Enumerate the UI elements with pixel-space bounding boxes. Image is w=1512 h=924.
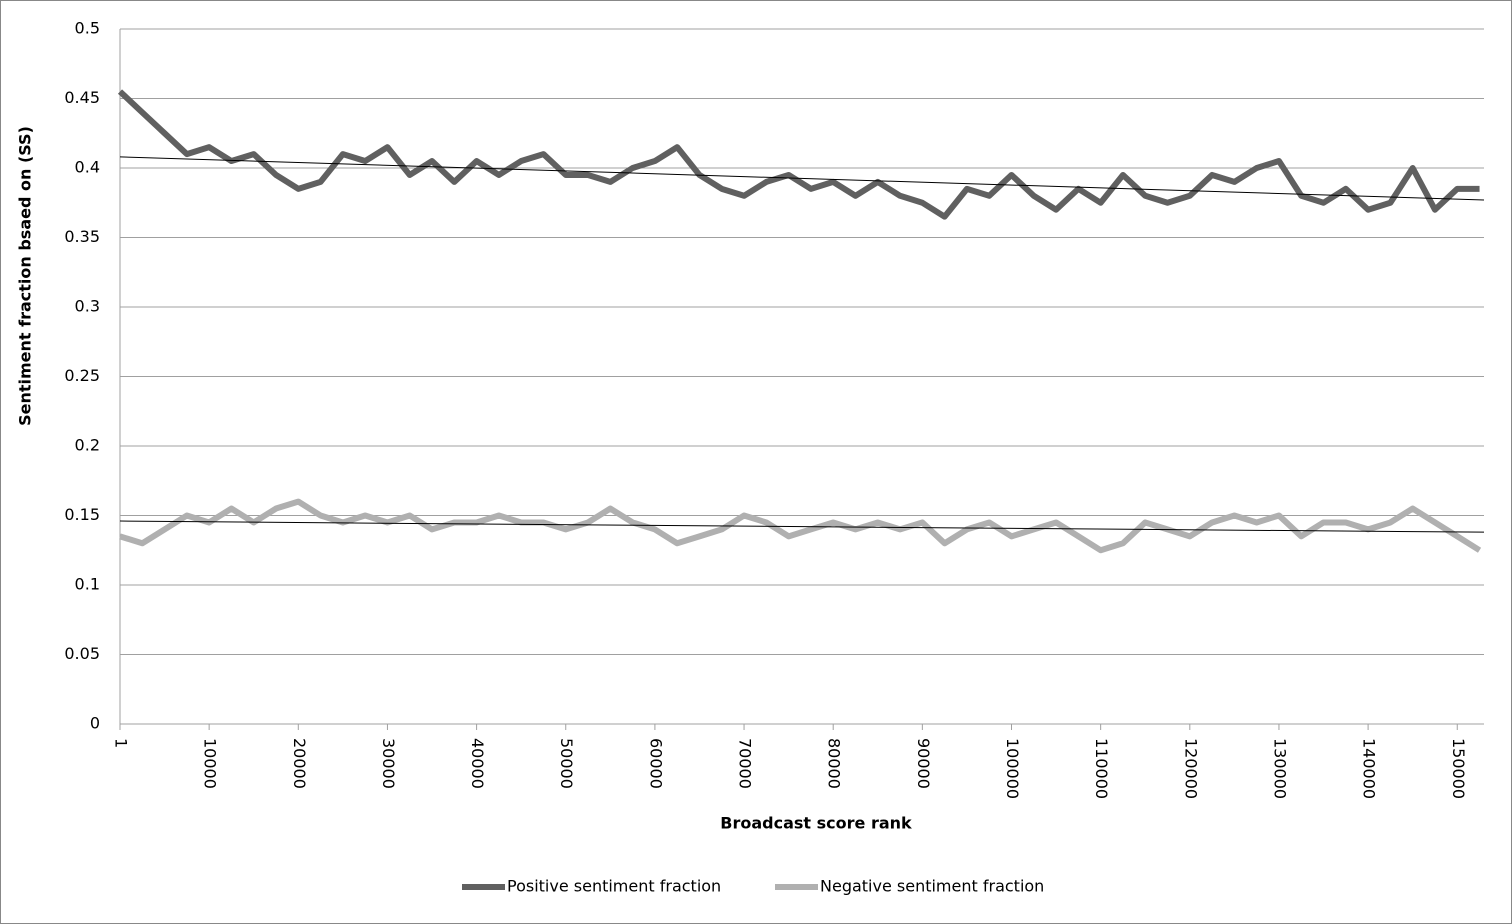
x-tick-label: 40000: [468, 738, 487, 789]
y-tick-label: 0.35: [64, 227, 100, 246]
x-tick-label: 130000: [1270, 738, 1289, 799]
x-tick-label: 150000: [1449, 738, 1468, 799]
y-tick-label: 0.15: [64, 505, 100, 524]
x-tick-label: 60000: [646, 738, 665, 789]
y-tick-label: 0.4: [75, 158, 100, 177]
y-tick-label: 0.2: [75, 436, 100, 455]
x-tick-label: 120000: [1181, 738, 1200, 799]
series-line: [119, 498, 1482, 554]
x-tick-label: 80000: [825, 738, 844, 789]
x-tick-label: 50000: [557, 738, 576, 789]
y-tick-label: 0.25: [64, 366, 100, 385]
x-axis-label: Broadcast score rank: [720, 814, 912, 833]
x-tick-label: 20000: [290, 738, 309, 789]
trend-line: [119, 156, 1485, 201]
x-tick-label: 1: [112, 738, 131, 748]
legend-label: Negative sentiment fraction: [820, 877, 1044, 896]
y-tick-label: 0.1: [75, 575, 100, 594]
y-axis-label: Sentiment fraction bsaed on (SS): [16, 126, 35, 426]
x-tick-label: 90000: [914, 738, 933, 789]
y-tick-label: 0.45: [64, 88, 100, 107]
legend-label: Positive sentiment fraction: [507, 877, 721, 896]
x-tick-label: 70000: [736, 738, 755, 789]
y-tick-label: 0.5: [75, 19, 100, 38]
x-tick-label: 10000: [201, 738, 220, 789]
y-tick-label: 0: [90, 714, 100, 733]
trend-line: [119, 520, 1485, 533]
series-line: [117, 89, 1480, 220]
y-tick-label: 0.3: [75, 297, 100, 316]
y-tick-label: 0.05: [64, 644, 100, 663]
x-tick-label: 140000: [1360, 738, 1379, 799]
x-tick-label: 30000: [379, 738, 398, 789]
x-tick-label: 110000: [1092, 738, 1111, 799]
x-tick-label: 100000: [1003, 738, 1022, 799]
